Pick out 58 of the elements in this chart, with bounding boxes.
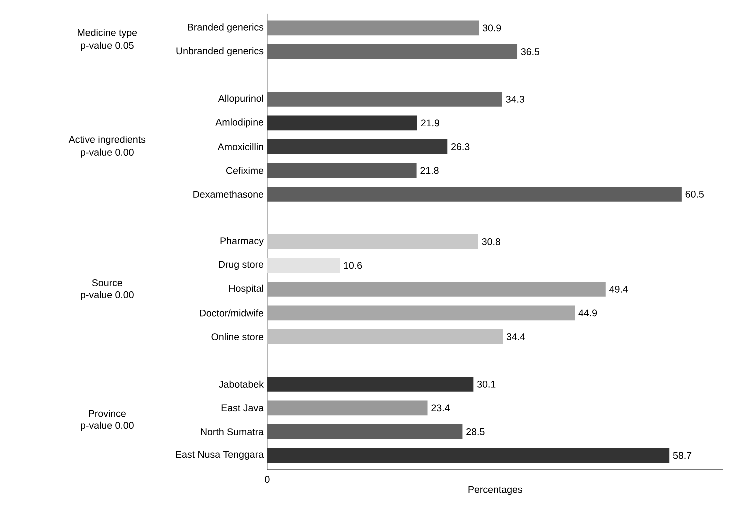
bar — [267, 258, 340, 274]
data-label: 34.3 — [506, 96, 524, 103]
text: 0 — [265, 476, 270, 484]
data-label: 30.8 — [482, 238, 500, 246]
y-tick-label: Doctor/midwife — [200, 310, 264, 317]
bar — [267, 92, 502, 107]
y-tick-label: Branded generics — [188, 24, 264, 33]
data-label: 28.5 — [466, 428, 485, 436]
data-label: 23.4 — [432, 404, 450, 412]
data-label: 44.9 — [578, 310, 598, 317]
text: Medicine type — [78, 29, 138, 38]
y-tick-label: Amoxicillin — [218, 143, 264, 151]
x-axis-title: Percentages — [468, 486, 522, 496]
data-label: 21.9 — [421, 120, 440, 127]
data-label: 30.1 — [477, 381, 496, 388]
data-label: 30.9 — [482, 24, 502, 32]
text: p-value 0.00 — [81, 291, 134, 300]
bar — [267, 400, 428, 416]
text: Active ingredients — [68, 136, 146, 146]
data-label: 21.8 — [420, 167, 439, 174]
text: Province — [89, 410, 126, 418]
bar — [267, 306, 576, 321]
data-label: 26.3 — [452, 144, 470, 150]
bar — [267, 377, 474, 392]
bar — [267, 187, 682, 202]
data-label: 36.5 — [521, 48, 540, 56]
bar — [267, 282, 606, 297]
bar — [267, 163, 417, 178]
y-tick-label: Allopurinol — [218, 94, 264, 104]
y-tick-label: Pharmacy — [220, 237, 264, 247]
y-tick-label: Dexamethasone — [194, 190, 264, 198]
data-label: 58.7 — [673, 452, 692, 460]
data-label: 60.5 — [686, 191, 704, 198]
bar — [267, 44, 518, 60]
text: p-value 0.00 — [81, 422, 134, 432]
y-tick-label: East Nusa Tenggara — [176, 451, 264, 460]
text: Source — [92, 280, 122, 287]
text: p-value 0.00 — [81, 148, 134, 158]
y-tick-label: North Sumatra — [201, 428, 264, 436]
bar — [267, 140, 448, 154]
data-label: 10.6 — [344, 262, 362, 270]
bar — [267, 20, 480, 36]
y-tick-label: Jabotabek — [219, 380, 264, 388]
text: p-value 0.05 — [81, 42, 134, 52]
bar — [267, 424, 463, 440]
y-tick-label: Cefixime — [226, 167, 264, 174]
bar — [267, 234, 478, 250]
y-tick-label: Hospital — [230, 284, 264, 294]
y-tick-label: Drug store — [219, 261, 264, 270]
bar — [267, 448, 670, 464]
y-tick-label: Online store — [212, 333, 264, 341]
bar — [267, 116, 418, 131]
y-tick-label: East Java — [222, 404, 264, 412]
data-label: 49.4 — [610, 286, 628, 293]
bar — [267, 330, 504, 344]
y-tick-label: Amlodipine — [216, 118, 264, 128]
y-tick-label: Unbranded generics — [176, 47, 264, 57]
data-label: 34.4 — [506, 334, 526, 340]
